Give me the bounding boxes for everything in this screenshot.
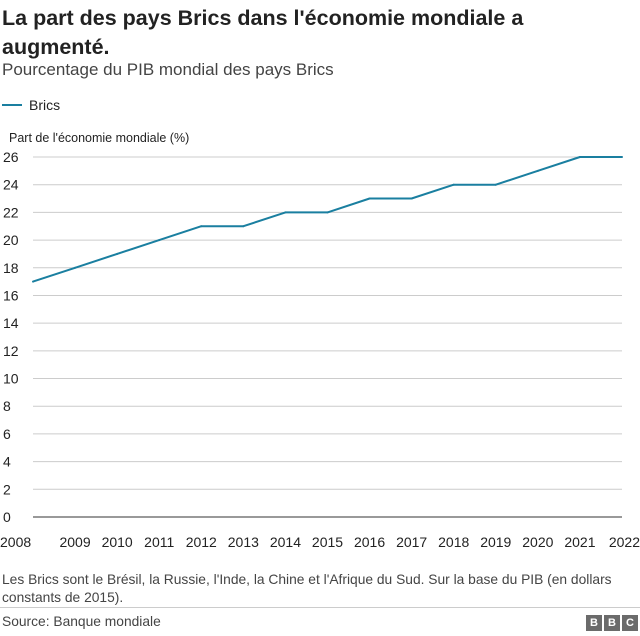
y-tick-label: 26 xyxy=(3,149,19,165)
y-tick-label: 6 xyxy=(3,426,11,442)
x-tick-label: 2018 xyxy=(438,534,469,550)
data-point-brics xyxy=(158,239,161,242)
bbc-logo-letter: B xyxy=(586,615,602,631)
legend-label-brics: Brics xyxy=(29,97,61,113)
y-axis-label: Part de l'économie mondiale (%) xyxy=(9,131,189,145)
y-tick-label: 12 xyxy=(3,343,19,359)
x-tick-label: 2010 xyxy=(102,534,133,550)
legend-swatch-brics xyxy=(2,104,22,106)
data-point-brics xyxy=(116,252,119,255)
x-tick-label: 2016 xyxy=(354,534,385,550)
y-tick-label: 4 xyxy=(3,454,11,470)
y-tick-label: 22 xyxy=(3,204,19,220)
x-tick-label: 2020 xyxy=(522,534,553,550)
bbc-logo-letter: B xyxy=(604,615,620,631)
x-tick-label: 2019 xyxy=(480,534,511,550)
bbc-logo-letter: C xyxy=(622,615,638,631)
x-tick-label: 2008 xyxy=(0,534,31,550)
x-tick-label: 2021 xyxy=(564,534,595,550)
y-tick-label: 20 xyxy=(3,232,19,248)
line-chart: Part de l'économie mondiale (%)024681012… xyxy=(0,131,640,550)
y-tick-label: 10 xyxy=(3,371,19,387)
data-point-brics xyxy=(200,225,203,228)
x-tick-label: 2009 xyxy=(59,534,90,550)
y-tick-label: 16 xyxy=(3,287,19,303)
x-tick-label: 2022 xyxy=(609,534,640,550)
x-tick-label: 2015 xyxy=(312,534,343,550)
x-tick-label: 2012 xyxy=(186,534,217,550)
data-point-brics xyxy=(74,266,77,269)
data-point-brics xyxy=(242,225,245,228)
y-tick-label: 2 xyxy=(3,481,11,497)
chart-title: La part des pays Brics dans l'économie m… xyxy=(2,6,524,59)
y-tick-label: 18 xyxy=(3,260,19,276)
chart-subtitle: Pourcentage du PIB mondial des pays Bric… xyxy=(2,60,334,79)
x-tick-label: 2017 xyxy=(396,534,427,550)
x-tick-label: 2014 xyxy=(270,534,301,550)
y-tick-label: 0 xyxy=(3,509,11,525)
data-point-brics xyxy=(410,197,413,200)
data-point-brics xyxy=(284,211,287,214)
y-tick-label: 24 xyxy=(3,177,19,193)
data-point-brics xyxy=(621,156,623,158)
data-point-brics xyxy=(32,280,34,283)
y-tick-label: 14 xyxy=(3,315,19,331)
series-line-brics xyxy=(32,156,622,283)
x-tick-label: 2013 xyxy=(228,534,259,550)
data-point-brics xyxy=(494,183,497,186)
data-point-brics xyxy=(536,169,539,172)
data-point-brics xyxy=(452,183,455,186)
bbc-logo: B B C xyxy=(586,615,638,631)
data-point-brics xyxy=(368,197,371,200)
footnote: Les Brics sont le Brésil, la Russie, l'I… xyxy=(2,572,612,605)
legend: Brics xyxy=(2,97,60,113)
footer-divider xyxy=(0,607,640,608)
data-point-brics xyxy=(578,156,581,158)
x-tick-label: 2011 xyxy=(144,534,174,550)
y-tick-label: 8 xyxy=(3,398,11,414)
data-point-brics xyxy=(326,211,329,214)
source-text: Source: Banque mondiale xyxy=(2,614,161,629)
